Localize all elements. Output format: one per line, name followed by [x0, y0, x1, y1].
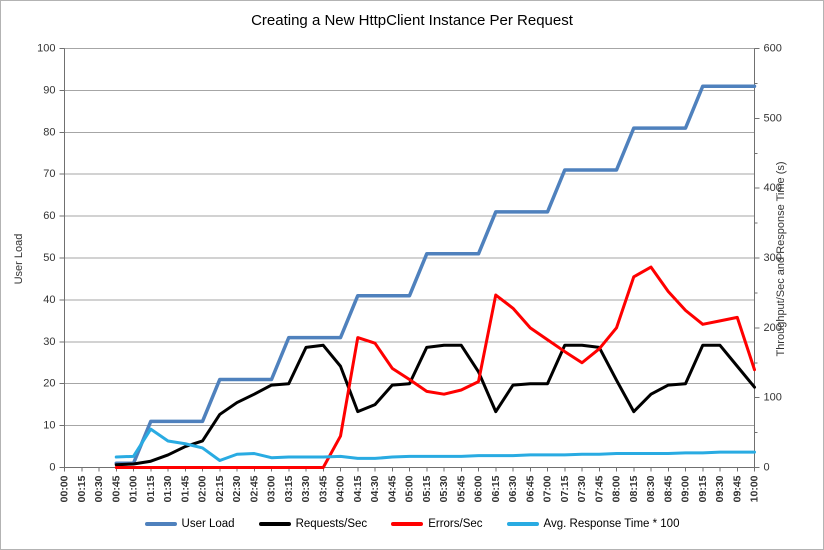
x-axis-tick-label: 04:30: [369, 475, 381, 502]
right-axis-tick-label: 100: [764, 392, 782, 404]
x-axis-tick-label: 06:00: [473, 475, 485, 502]
series-line-avg-response-time-100: [114, 427, 756, 463]
x-axis-tick-label: 01:45: [179, 475, 191, 502]
x-axis-tick-label: 03:00: [266, 475, 278, 502]
x-axis-tick-label: 00:30: [93, 475, 105, 502]
legend: User Load Requests/Sec Errors/Sec Avg. Resp…: [1, 518, 823, 530]
legend-swatch-requests-sec: [258, 522, 291, 526]
left-axis-tick-label: 90: [43, 84, 55, 96]
right-axis-tick-label: 300: [764, 252, 782, 264]
x-axis-tick-label: 07:00: [542, 475, 554, 502]
x-axis-tick-label: 08:00: [611, 475, 623, 502]
legend-swatch-errors-sec: [391, 522, 424, 526]
x-axis-tick-label: 00:45: [110, 475, 122, 502]
right-axis-tick-label: 200: [764, 322, 782, 334]
left-axis-tick-label: 10: [43, 420, 55, 432]
x-axis-tick-label: 05:45: [455, 475, 467, 502]
left-axis-tick-label: 40: [43, 294, 55, 306]
x-axis-tick-label: 09:30: [714, 475, 726, 502]
x-axis-tick-label: 04:00: [335, 475, 347, 502]
x-axis-tick-label: 10:00: [749, 475, 761, 502]
series-line-requests-sec: [114, 343, 756, 467]
chart-title: Creating a New HttpClient Instance Per R…: [251, 12, 573, 29]
legend-swatch-avg-response-time-100: [506, 522, 539, 526]
x-axis-tick-label: 07:45: [593, 475, 605, 502]
x-axis-tick-label: 09:00: [680, 475, 692, 502]
gridlines: [64, 48, 755, 427]
x-axis-tick-label: 05:00: [404, 475, 416, 502]
series: [114, 84, 757, 469]
x-axis-tick-label: 08:15: [628, 475, 640, 502]
x-axis-tick-label: 04:45: [386, 475, 398, 502]
left-axis-tick-label: 60: [43, 210, 55, 222]
x-axis-tick-label: 02:00: [197, 475, 209, 502]
legend-item-avg-response-time-100: Avg. Response Time * 100: [506, 518, 680, 530]
x-axis-tick-label: 00:00: [59, 475, 71, 502]
x-axis: 00:00 00:15 00:30 00:45 01:00 01:15 01:30 01:45…: [59, 467, 761, 502]
legend-item-requests-sec: Requests/Sec: [258, 518, 368, 530]
x-axis-tick-label: 07:15: [559, 475, 571, 502]
left-axis-tick-label: 30: [43, 336, 55, 348]
x-axis-tick-label: 03:45: [317, 475, 329, 502]
series-line-user-load: [114, 84, 757, 466]
legend-item-user-load: User Load: [144, 518, 235, 530]
x-axis-tick-label: 04:15: [352, 475, 364, 502]
x-axis-tick-label: 09:15: [697, 475, 709, 502]
legend-item-errors-sec: Errors/Sec: [391, 518, 483, 530]
legend-label-errors-sec: Errors/Sec: [428, 518, 483, 530]
x-axis-tick-label: 06:30: [507, 475, 519, 502]
x-axis-tick-label: 08:45: [662, 475, 674, 502]
x-axis-tick-label: 07:30: [576, 475, 588, 502]
x-axis-tick-label: 05:30: [438, 475, 450, 502]
legend-swatch-user-load: [144, 522, 177, 526]
x-axis-tick-label: 01:15: [145, 475, 157, 502]
x-axis-tick-label: 01:30: [162, 475, 174, 502]
right-axis-tick-label: 0: [764, 462, 770, 474]
left-axis-tick-label: 50: [43, 252, 55, 264]
x-axis-tick-label: 08:30: [645, 475, 657, 502]
x-axis-tick-label: 01:00: [128, 475, 140, 502]
right-axis: 0 100 200 300 400 500 600: [754, 43, 782, 474]
x-axis-tick-label: 02:15: [214, 475, 226, 502]
x-axis-tick-label: 00:15: [76, 475, 88, 502]
legend-label-user-load: User Load: [181, 518, 235, 530]
legend-label-avg-response-time-100: Avg. Response Time * 100: [543, 518, 680, 530]
x-axis-tick-label: 03:30: [300, 475, 312, 502]
x-axis-tick-label: 05:15: [421, 475, 433, 502]
x-axis-tick-label: 06:45: [524, 475, 536, 502]
x-axis-tick-label: 03:15: [283, 475, 295, 502]
x-axis-tick-label: 06:15: [490, 475, 502, 502]
legend-label-requests-sec: Requests/Sec: [295, 518, 368, 530]
right-axis-tick-label: 500: [764, 112, 782, 124]
left-axis-tick-label: 80: [43, 126, 55, 138]
right-axis-tick-label: 600: [764, 43, 782, 55]
x-axis-tick-label: 02:30: [231, 475, 243, 502]
series-line-errors-sec: [114, 265, 756, 469]
left-axis-tick-label: 20: [43, 378, 55, 390]
x-axis-tick-label: 02:45: [248, 475, 260, 502]
left-axis-tick-label: 100: [37, 43, 55, 55]
left-axis-tick-label: 70: [43, 168, 55, 180]
right-axis-tick-label: 400: [764, 182, 782, 194]
left-axis: 0 10 20 30 40 50 60 70 80 90 100: [37, 43, 65, 474]
left-axis-tick-label: 0: [49, 462, 55, 474]
x-axis-tick-label: 09:45: [731, 475, 743, 502]
